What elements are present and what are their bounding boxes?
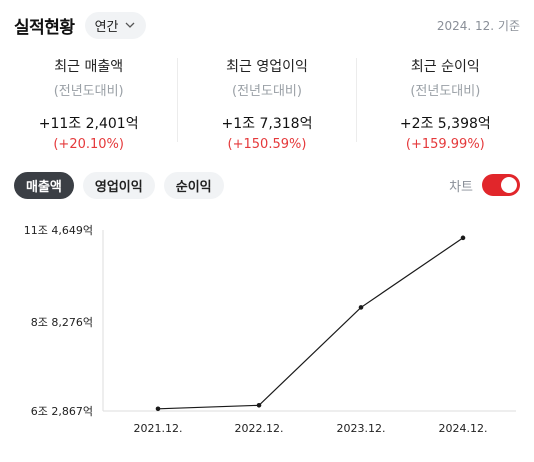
- summary-value: +1조 7,318억: [221, 116, 313, 132]
- summary-label: 최근 순이익: [410, 59, 480, 75]
- summary-revenue: 최근 매출액 (전년도대비) +11조 2,401억 (+20.10%): [0, 58, 179, 152]
- metric-tabs: 매출액 영업이익 순이익: [14, 172, 224, 199]
- data-point: [155, 406, 161, 412]
- summary-sub: (전년도대비): [53, 84, 124, 99]
- tab-net-income[interactable]: 순이익: [163, 172, 224, 199]
- summary-label: 최근 영업이익: [226, 59, 308, 75]
- summary-operating-profit: 최근 영업이익 (전년도대비) +1조 7,318억 (+150.59%): [178, 58, 357, 152]
- data-point: [358, 305, 364, 310]
- x-tick-label: 2024.12.: [439, 422, 488, 435]
- date-reference: 2024. 12. 기준: [436, 18, 520, 33]
- tab-operating-profit[interactable]: 영업이익: [82, 172, 155, 199]
- chart-toggle-label: 차트: [449, 179, 473, 195]
- page-title: 실적현황: [14, 17, 75, 38]
- y-tick-label: 8조 8,276억: [31, 316, 93, 329]
- summary-sub: (전년도대비): [410, 84, 481, 99]
- chart-toggle-switch[interactable]: [482, 174, 520, 196]
- y-tick-label: 11조 4,649억: [24, 224, 93, 237]
- y-tick-label: 6조 2,867억: [31, 405, 93, 418]
- summary-change: (+20.10%): [53, 137, 124, 152]
- summary-panel: 최근 매출액 (전년도대비) +11조 2,401억 (+20.10%) 최근 …: [0, 52, 534, 152]
- summary-change: (+150.59%): [227, 137, 307, 152]
- tab-revenue[interactable]: 매출액: [14, 172, 74, 199]
- x-tick-label: 2021.12.: [134, 422, 183, 435]
- summary-change: (+159.99%): [405, 137, 485, 152]
- revenue-line-chart: 6조 2,867억 8조 8,276억 11조 4,649억 2021.12. 2022…: [24, 224, 516, 435]
- revenue-series-line: [157, 237, 464, 410]
- summary-label: 최근 매출액: [54, 59, 124, 75]
- summary-sub: (전년도대비): [232, 84, 302, 99]
- summary-net-income: 최근 순이익 (전년도대비) +2조 5,398억 (+159.99%): [357, 58, 534, 152]
- chevron-down-icon: [126, 22, 135, 28]
- x-tick-label: 2022.12.: [235, 422, 284, 435]
- toggle-knob: [501, 177, 517, 193]
- summary-value: +2조 5,398억: [399, 116, 491, 132]
- header: 실적현황 연간 2024. 12. 기준: [14, 10, 520, 40]
- period-select-label: 연간: [94, 19, 119, 35]
- period-select[interactable]: 연간: [84, 11, 147, 39]
- data-point: [460, 235, 466, 241]
- data-point: [256, 402, 262, 408]
- x-tick-label: 2023.12.: [337, 422, 386, 435]
- chart-toggle: 차트: [449, 174, 520, 196]
- summary-value: +11조 2,401억: [38, 116, 139, 132]
